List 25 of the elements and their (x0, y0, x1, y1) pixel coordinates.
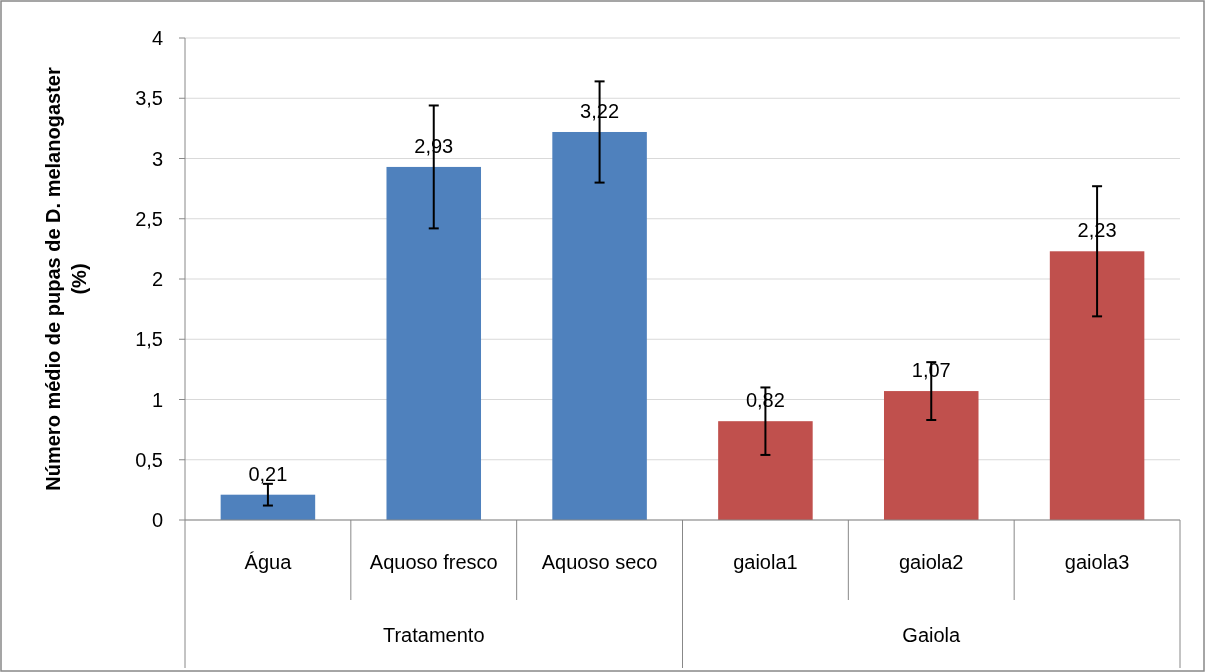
text: Gaiola (902, 624, 962, 646)
y-axis-title: Número médio de pupas de D. melanogaster (%) (42, 67, 90, 491)
bar (552, 131, 647, 520)
bar (718, 421, 813, 520)
y-tick-label: 1,5 (135, 328, 163, 351)
y-tick-label: 0,5 (135, 448, 163, 471)
bar (386, 166, 482, 520)
y-tick-label: 3,5 (135, 87, 163, 110)
y-tick-label: 1 (151, 388, 163, 411)
y-tick-label: 3 (151, 147, 163, 170)
bar (883, 391, 979, 520)
x-tick-label: Aquoso fresco (369, 551, 498, 573)
x-tick-label: gaiola3 (1064, 551, 1130, 573)
data-label: 0,21 (248, 462, 288, 485)
x-tick-label: gaiola2 (898, 551, 964, 573)
y-tick-label: 0 (151, 509, 163, 531)
text: Tratamento (382, 624, 485, 646)
y-tick-label: 4 (151, 27, 163, 49)
bar (1049, 251, 1145, 520)
y-tick-label: 2,5 (135, 207, 163, 230)
x-tick-label: gaiola1 (733, 551, 798, 573)
bar (220, 494, 316, 520)
x-tick-label: Água (244, 551, 293, 573)
x-tick-label: Aquoso seco (541, 551, 658, 573)
y-tick-label: 2 (151, 268, 163, 290)
